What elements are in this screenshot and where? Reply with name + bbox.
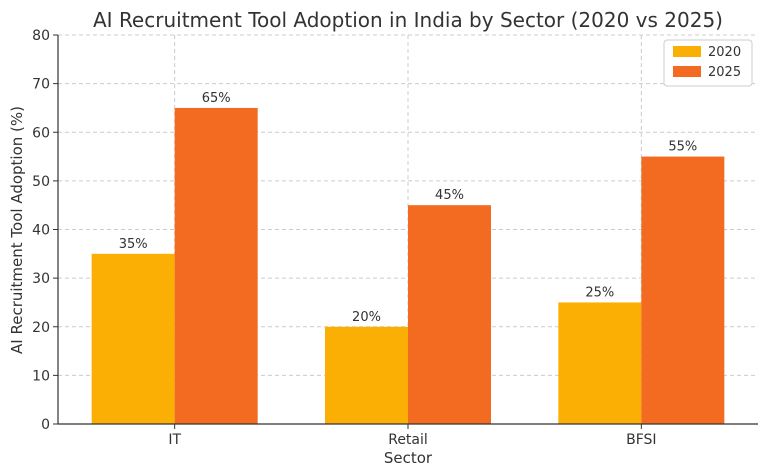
legend-swatch xyxy=(673,66,701,77)
bar-value-label: 35% xyxy=(119,237,148,252)
bar-2025-retail xyxy=(408,205,491,424)
bar-value-label: 65% xyxy=(202,91,231,106)
bar-value-label: 55% xyxy=(668,140,697,155)
legend: 2020 2025 xyxy=(663,39,753,87)
bar-2020-retail xyxy=(325,326,408,424)
y-tick-label: 40 xyxy=(32,223,50,239)
bars: 35% 20% 25% 65% 45% 55% xyxy=(91,91,725,424)
axes: 0 10 20 30 40 50 60 70 80 IT Retail BFSI xyxy=(32,28,758,448)
legend-swatch xyxy=(673,46,701,57)
bar-value-label: 20% xyxy=(352,310,381,325)
y-tick-label: 10 xyxy=(32,368,50,384)
bar-value-label: 25% xyxy=(585,285,614,300)
legend-entry-label: 2020 xyxy=(708,45,741,60)
bar-2020-bfsi xyxy=(558,302,642,424)
y-tick-label: 0 xyxy=(41,417,50,433)
bar-2025-bfsi xyxy=(641,156,725,424)
y-tick-label: 70 xyxy=(32,77,50,93)
bar-2020-it xyxy=(91,253,175,424)
y-tick-label: 60 xyxy=(32,125,50,141)
bar-value-label: 45% xyxy=(435,188,464,203)
y-axis-label: AI Recruitment Tool Adoption (%) xyxy=(8,106,26,354)
legend-entry-label: 2025 xyxy=(708,65,741,80)
x-tick-label: IT xyxy=(168,432,181,448)
y-tick-label: 20 xyxy=(32,320,50,336)
x-tick-label: BFSI xyxy=(626,432,656,448)
bar-2025-it xyxy=(174,107,258,424)
x-tick-label: Retail xyxy=(388,432,428,448)
y-tick-label: 30 xyxy=(32,271,50,287)
y-tick-label: 80 xyxy=(32,28,50,44)
x-axis-label: Sector xyxy=(384,449,433,467)
chart-title: AI Recruitment Tool Adoption in India by… xyxy=(93,8,723,32)
y-tick-label: 50 xyxy=(32,174,50,190)
